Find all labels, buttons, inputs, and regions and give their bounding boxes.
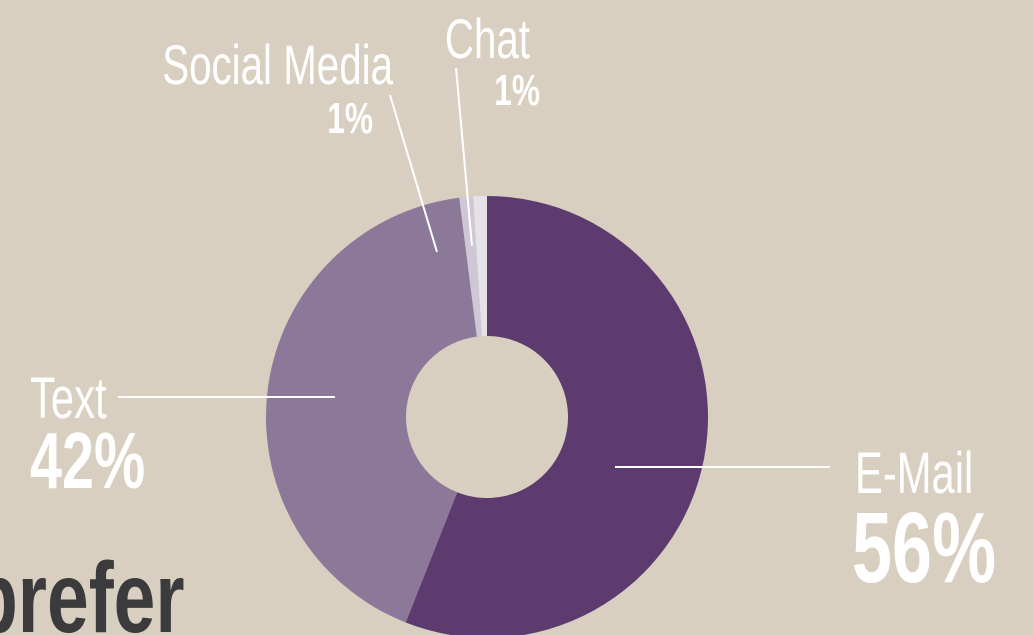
slice <box>266 197 477 623</box>
value-label: 1% <box>327 94 373 143</box>
category-label: Text <box>30 365 107 430</box>
leader-line <box>455 67 473 247</box>
slice <box>405 196 708 635</box>
value-label: 1% <box>494 66 540 115</box>
caption: prefer <box>0 541 185 635</box>
leader-line <box>389 94 438 253</box>
category-label: Chat <box>445 9 531 71</box>
value-label: 42% <box>30 416 145 506</box>
slice <box>473 196 487 337</box>
category-label: E-Mail <box>855 440 973 505</box>
slice <box>459 196 482 337</box>
category-label: Social Media <box>162 35 393 97</box>
value-label: 56% <box>852 492 996 603</box>
